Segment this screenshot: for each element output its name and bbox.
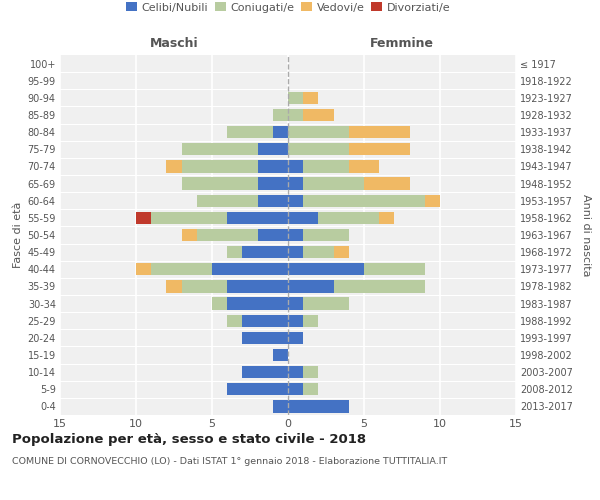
Bar [136,263,151,276]
Y-axis label: Fasce di età: Fasce di età [13,202,23,268]
Bar [349,160,379,172]
Bar [303,383,319,396]
Bar [257,178,288,190]
Bar [425,194,440,207]
Bar [288,383,303,396]
Bar [212,263,288,276]
Bar [257,160,288,172]
Bar [242,366,288,378]
Bar [288,298,303,310]
Bar [288,229,303,241]
Text: COMUNE DI CORNOVECCHIO (LO) - Dati ISTAT 1° gennaio 2018 - Elaborazione TUTTITAL: COMUNE DI CORNOVECCHIO (LO) - Dati ISTAT… [12,458,447,466]
Bar [288,263,364,276]
Bar [303,92,319,104]
Bar [166,160,182,172]
Bar [182,160,257,172]
Bar [257,194,288,207]
Bar [349,143,410,156]
Bar [273,349,288,361]
Bar [303,314,319,327]
Bar [182,178,257,190]
Bar [288,92,303,104]
Text: Maschi: Maschi [149,37,199,50]
Bar [303,229,349,241]
Bar [227,126,273,138]
Bar [303,298,349,310]
Bar [273,400,288,412]
Bar [227,314,242,327]
Bar [303,160,349,172]
Bar [197,194,257,207]
Bar [334,280,425,292]
Bar [288,314,303,327]
Bar [242,246,288,258]
Bar [257,143,288,156]
Y-axis label: Anni di nascita: Anni di nascita [581,194,592,276]
Bar [182,143,257,156]
Bar [197,229,257,241]
Bar [364,263,425,276]
Bar [303,194,425,207]
Text: Femmine: Femmine [370,37,434,50]
Bar [303,366,319,378]
Bar [273,126,288,138]
Legend: Celibi/Nubili, Coniugati/e, Vedovi/e, Divorziati/e: Celibi/Nubili, Coniugati/e, Vedovi/e, Di… [121,0,455,17]
Bar [288,332,303,344]
Bar [288,109,303,121]
Text: Popolazione per età, sesso e stato civile - 2018: Popolazione per età, sesso e stato civil… [12,432,366,446]
Bar [303,178,364,190]
Bar [151,212,227,224]
Bar [288,178,303,190]
Bar [303,246,334,258]
Bar [379,212,394,224]
Bar [288,246,303,258]
Bar [288,160,303,172]
Bar [166,280,182,292]
Bar [242,314,288,327]
Bar [319,212,379,224]
Bar [288,280,334,292]
Bar [303,109,334,121]
Bar [349,126,410,138]
Bar [227,212,288,224]
Bar [288,126,349,138]
Bar [257,229,288,241]
Bar [288,366,303,378]
Bar [182,280,227,292]
Bar [242,332,288,344]
Bar [288,212,319,224]
Bar [227,383,288,396]
Bar [288,400,349,412]
Bar [273,109,288,121]
Bar [227,246,242,258]
Bar [227,280,288,292]
Bar [288,194,303,207]
Bar [227,298,288,310]
Bar [212,298,227,310]
Bar [334,246,349,258]
Bar [136,212,151,224]
Bar [288,143,349,156]
Bar [182,229,197,241]
Bar [151,263,212,276]
Bar [364,178,410,190]
